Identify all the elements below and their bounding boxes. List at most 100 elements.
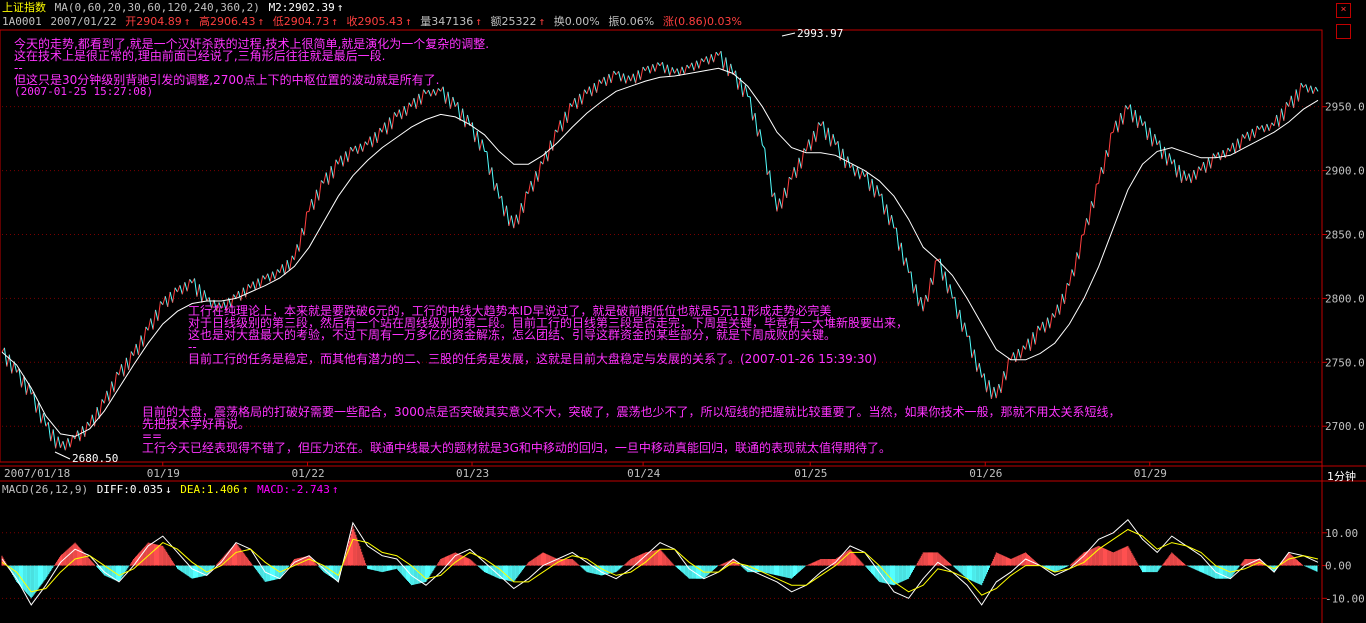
time-axis: 2007/01/18 01/19 01/22 01/23 01/24 01/25 01/26… (4, 462, 1167, 480)
price-segment (1027, 338, 1031, 351)
price-segment (113, 372, 118, 393)
price-segment (659, 61, 663, 67)
price-segment (318, 180, 322, 201)
macd-series (1, 518, 1319, 606)
index-name[interactable]: 上证指数 (2, 1, 46, 14)
diff-value: DIFF:0.035 (96, 483, 163, 496)
price-segment (206, 297, 210, 302)
price-segment (488, 167, 493, 176)
price-segment (523, 191, 527, 213)
price-segment (1103, 150, 1107, 175)
note-line: 目前的大盘，震荡格局的打破好需要一些配合，3000点是否突破其实意义不大，突破了… (142, 405, 1121, 419)
price-segment (1168, 153, 1173, 165)
price-segment (757, 129, 761, 137)
price-segment (181, 282, 186, 295)
price-segment (1010, 352, 1014, 360)
price-segment (381, 122, 386, 133)
price-segment (3, 347, 8, 367)
price-segment (552, 129, 556, 151)
price-segment (8, 354, 13, 374)
price-segment (352, 145, 356, 152)
price-segment (635, 70, 639, 84)
price-segment (810, 130, 815, 151)
price-segment (35, 402, 40, 413)
price-segment (359, 143, 364, 152)
price-segment (103, 390, 108, 404)
price-segment (805, 139, 810, 152)
close-icon[interactable]: × (1336, 3, 1351, 18)
price-segment (1151, 134, 1156, 147)
price-segment (715, 51, 719, 56)
price-segment (1212, 153, 1217, 159)
price-segment (942, 271, 946, 281)
note-line: 工行今天已经表现得不错了，但压力还在。联通中线最大的题材就是3G和中移动的回归，… (142, 441, 891, 455)
price-segment (1056, 304, 1061, 315)
price-segment (666, 64, 671, 76)
price-segment (676, 68, 680, 76)
price-segment (856, 167, 861, 180)
price-segment (86, 421, 91, 427)
price-segment (671, 67, 676, 74)
price-segment (1127, 104, 1131, 110)
price-segment (74, 430, 79, 440)
price-segment (769, 170, 773, 198)
price-segment (822, 121, 827, 140)
price-segment (549, 140, 554, 151)
up-arrow-icon: ↑ (183, 15, 191, 28)
price-segment (744, 85, 749, 97)
price-segment (354, 145, 359, 154)
up-arrow-icon: ↑ (475, 15, 482, 28)
amount: 额25322 (490, 15, 537, 28)
price-segment (1122, 105, 1126, 125)
price-segment (418, 93, 422, 105)
price-segment (398, 109, 403, 120)
price-segment (120, 364, 125, 377)
price-segment (1217, 152, 1221, 161)
price-segment (435, 88, 439, 96)
timeframe-label[interactable]: 1分钟 (1327, 470, 1356, 483)
dea-value: DEA:1.406 (180, 483, 240, 496)
price-segment (1215, 152, 1219, 159)
window-control-button[interactable] (1336, 24, 1351, 39)
price-segment (598, 79, 602, 84)
price-segment (1061, 293, 1066, 305)
price-segment (1227, 147, 1231, 152)
price-segment (513, 214, 517, 229)
price-segment (959, 309, 963, 332)
note-line: 工行在纯理论上，本来就是要跌破6元的，工行的中线大趋势本ID早说过了，就是破前期… (188, 304, 832, 318)
price-segment (369, 136, 373, 148)
price-segment (140, 335, 144, 347)
high-label: 2993.97 (797, 27, 843, 40)
price-segment (384, 122, 388, 135)
price-segment (1200, 161, 1204, 171)
price-segment (1268, 122, 1273, 131)
x-tick-label: 01/23 (456, 467, 489, 480)
price-segment (1037, 325, 1041, 331)
price-segment (971, 349, 975, 359)
price-segment (335, 159, 339, 165)
price-segment (298, 228, 303, 252)
price-segment (944, 271, 949, 294)
price-segment (1039, 321, 1044, 331)
price-segment (91, 414, 96, 427)
price-segment (1181, 170, 1185, 183)
price-segment (38, 402, 42, 424)
price-segment (842, 148, 846, 169)
price-segment (332, 159, 337, 179)
y-tick-label: 2750.0 (1325, 356, 1365, 369)
price-segment (21, 375, 25, 388)
low-price: 低2904.73 (272, 15, 330, 28)
price-segment (345, 151, 349, 163)
price-segment (1047, 317, 1051, 329)
price-segment (683, 64, 688, 75)
open-price: 开2904.89 (125, 15, 182, 28)
price-axis: 2950.0 2900.0 2850.0 2800.0 2750.0 2700.0 (1322, 101, 1365, 433)
price-segment (873, 185, 878, 198)
price-segment (1185, 173, 1190, 181)
price-segment (1234, 138, 1239, 154)
price-segment (701, 58, 705, 63)
price-segment (1232, 142, 1236, 154)
up-arrow-icon: ↑ (336, 1, 344, 14)
price-segment (530, 180, 534, 192)
